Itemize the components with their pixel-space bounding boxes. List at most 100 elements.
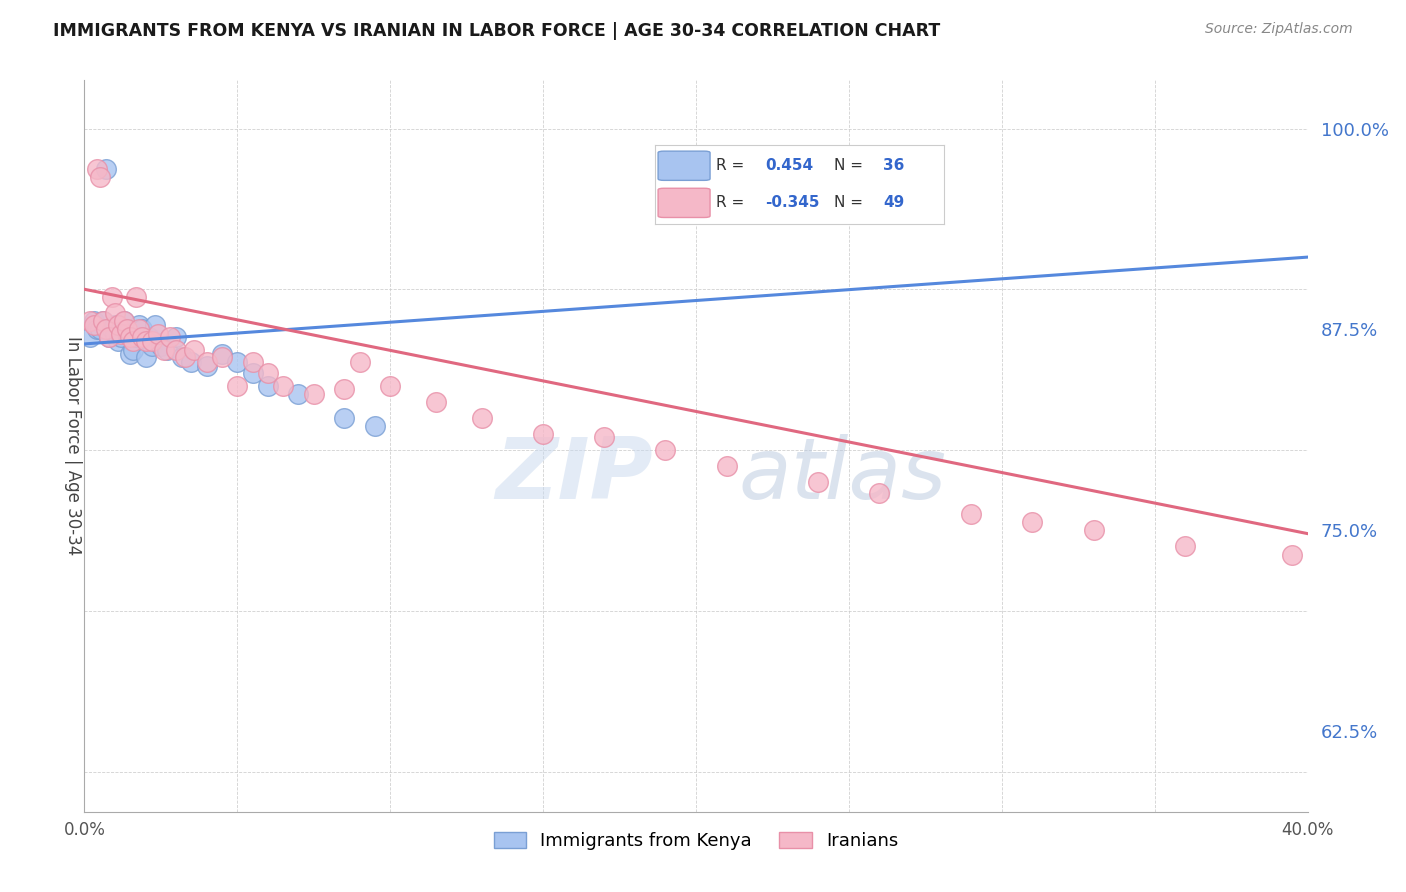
Text: 36: 36 (883, 158, 904, 173)
Point (807, 475, 830, 490)
Point (149, 338, 172, 352)
Point (180, 354, 202, 368)
Point (107, 318, 129, 332)
Point (104, 327, 127, 342)
Text: N =: N = (834, 158, 863, 173)
Text: ZIP: ZIP (495, 434, 654, 516)
Point (79, 314, 101, 328)
Point (226, 354, 249, 368)
Point (159, 330, 181, 344)
Point (287, 386, 309, 401)
Text: 49: 49 (883, 195, 904, 211)
Point (94, 322, 117, 336)
Point (364, 418, 387, 433)
Text: -0.345: -0.345 (765, 195, 820, 211)
Legend: Immigrants from Kenya, Iranians: Immigrants from Kenya, Iranians (486, 825, 905, 857)
Point (128, 322, 150, 336)
Point (141, 338, 163, 352)
Point (83, 314, 105, 328)
Point (226, 378, 249, 392)
Point (195, 354, 218, 368)
Y-axis label: In Labor Force | Age 30-34: In Labor Force | Age 30-34 (63, 336, 82, 556)
Point (131, 330, 153, 344)
Text: R =: R = (716, 195, 744, 211)
Point (716, 459, 738, 474)
Point (1281, 548, 1303, 562)
Point (183, 343, 205, 358)
Point (125, 330, 148, 344)
Point (141, 334, 163, 348)
Point (593, 430, 616, 444)
Point (97, 330, 120, 344)
Point (86, 322, 108, 336)
Point (211, 346, 233, 360)
Point (654, 443, 676, 458)
Point (156, 343, 179, 358)
Point (97, 330, 120, 344)
Point (101, 290, 124, 304)
Point (333, 382, 356, 396)
Point (471, 410, 494, 425)
Point (94, 161, 117, 176)
Point (174, 350, 197, 364)
Point (120, 346, 142, 360)
Point (110, 330, 132, 344)
FancyBboxPatch shape (658, 151, 710, 180)
Point (242, 366, 264, 380)
Point (257, 366, 280, 380)
Text: N =: N = (834, 195, 863, 211)
Point (120, 330, 142, 344)
Point (1174, 540, 1197, 554)
Point (143, 318, 166, 332)
Point (112, 314, 135, 328)
Point (333, 410, 356, 425)
Point (107, 334, 129, 348)
Point (89, 322, 111, 336)
Point (110, 327, 132, 342)
Text: 0.454: 0.454 (765, 158, 813, 173)
Point (104, 306, 127, 320)
Point (257, 378, 280, 392)
Point (122, 343, 145, 358)
Point (960, 508, 983, 522)
Point (122, 334, 145, 348)
Point (211, 350, 233, 364)
Point (135, 350, 157, 364)
Point (135, 334, 157, 348)
Point (104, 318, 127, 332)
Point (242, 354, 264, 368)
Point (172, 350, 194, 364)
Point (83, 318, 105, 332)
Point (195, 359, 218, 374)
FancyBboxPatch shape (658, 188, 710, 218)
Point (425, 394, 447, 409)
Point (1021, 516, 1043, 530)
Point (531, 426, 554, 441)
Point (115, 322, 138, 336)
Point (101, 322, 124, 336)
Point (869, 486, 891, 500)
Text: atlas: atlas (738, 434, 946, 516)
Point (112, 314, 135, 328)
Point (153, 343, 176, 358)
Point (128, 318, 150, 332)
Point (138, 330, 160, 344)
Text: IMMIGRANTS FROM KENYA VS IRANIAN IN LABOR FORCE | AGE 30-34 CORRELATION CHART: IMMIGRANTS FROM KENYA VS IRANIAN IN LABO… (53, 22, 941, 40)
Point (79, 330, 101, 344)
Point (146, 327, 169, 342)
Point (131, 322, 153, 336)
Text: Source: ZipAtlas.com: Source: ZipAtlas.com (1205, 22, 1353, 37)
Point (89, 169, 111, 184)
Point (115, 327, 138, 342)
Point (1083, 524, 1105, 538)
Point (380, 378, 402, 392)
Point (91, 314, 114, 328)
Point (302, 386, 325, 401)
Point (349, 354, 371, 368)
Text: R =: R = (716, 158, 744, 173)
Point (91, 314, 114, 328)
Point (86, 161, 108, 176)
Point (125, 290, 148, 304)
Point (271, 378, 294, 392)
Point (165, 330, 187, 344)
